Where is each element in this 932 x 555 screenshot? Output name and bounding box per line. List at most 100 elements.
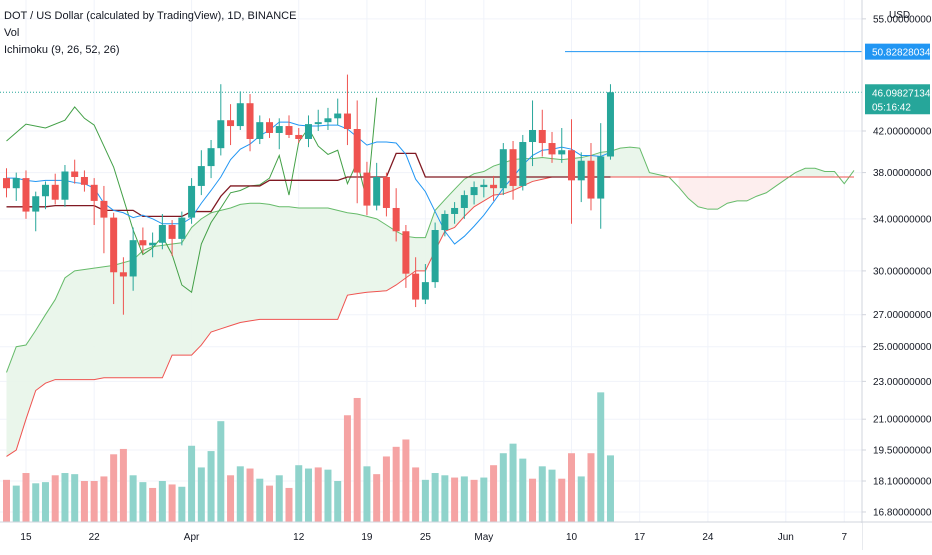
candle-body	[32, 196, 40, 212]
legend-ichimoku: Ichimoku (9, 26, 52, 26)	[4, 44, 120, 56]
volume-bar	[275, 475, 283, 522]
volume-bar	[304, 468, 312, 522]
volume-bar	[314, 467, 322, 522]
candle-body	[470, 187, 478, 196]
time-tick-label: 7	[841, 532, 847, 543]
volume-bar	[100, 476, 108, 522]
price-tick-label: 34.00000000	[873, 214, 932, 225]
volume-bar	[460, 476, 468, 522]
volume-bar	[334, 480, 342, 522]
candle-body	[110, 217, 118, 273]
volume-bar	[558, 478, 566, 522]
candle-body	[314, 122, 322, 125]
last-price-label: 46.09827134	[872, 88, 931, 99]
volume-bar	[246, 468, 254, 522]
candle-body	[71, 171, 79, 177]
candle-body	[412, 273, 420, 300]
candle-body	[295, 134, 303, 139]
volume-bar	[587, 453, 595, 522]
chart-title: DOT / US Dollar (calculated by TradingVi…	[4, 10, 297, 22]
candle-body	[392, 207, 400, 232]
volume-bar	[80, 480, 88, 522]
volume-bar	[51, 475, 59, 522]
candle-body	[324, 118, 332, 123]
candle-body	[207, 148, 215, 167]
volume-bar	[158, 480, 166, 522]
volume-bar	[431, 473, 439, 522]
candle-body	[80, 176, 88, 185]
volume-bar	[392, 446, 400, 522]
volume-bar	[538, 466, 546, 522]
time-tick-label: 12	[293, 532, 305, 543]
volume-bar	[32, 483, 40, 522]
price-line-label: 50.82828034	[872, 48, 931, 59]
price-tick-label: 38.00000000	[873, 168, 932, 179]
volume-bar	[266, 485, 274, 522]
volume-bar	[22, 473, 30, 522]
volume-bar	[295, 465, 303, 522]
price-tick-label: 18.10000000	[873, 476, 932, 487]
candle-body	[431, 229, 439, 283]
candle-body	[139, 240, 147, 246]
volume-bar	[490, 465, 498, 522]
candle-body	[285, 126, 293, 135]
volume-bar	[412, 467, 420, 522]
ichimoku-leading-span-b	[6, 176, 854, 457]
candle-body	[548, 143, 556, 155]
candle-body	[227, 120, 235, 127]
candle-body	[188, 185, 196, 218]
candle-body	[334, 113, 342, 119]
legend-volume: Vol	[4, 27, 20, 39]
volume-bar	[373, 474, 381, 522]
volume-bar	[41, 482, 49, 522]
volume-bar	[197, 467, 205, 522]
volume-bar	[188, 445, 196, 522]
time-tick-label: Jun	[778, 532, 794, 543]
candle-body	[373, 176, 381, 206]
time-tick-label: 15	[20, 532, 32, 543]
time-tick-label: 19	[361, 532, 373, 543]
volume-bar	[509, 443, 517, 522]
legend: DOT / US Dollar (calculated by TradingVi…	[4, 8, 296, 59]
volume-bar	[236, 466, 244, 522]
candle-body	[490, 184, 498, 189]
candle-body	[597, 156, 605, 199]
candle-body	[197, 166, 205, 186]
candle-body	[538, 129, 546, 144]
candle-body	[158, 225, 166, 243]
currency-label: USD	[889, 10, 910, 21]
time-tick-label: 10	[566, 532, 578, 543]
volume-bar	[227, 475, 235, 522]
candle-body	[41, 184, 49, 197]
volume-bar	[3, 479, 10, 522]
candle-body	[275, 126, 283, 133]
volume-bar	[451, 477, 459, 522]
candle-body	[577, 160, 585, 181]
candle-body	[129, 240, 137, 277]
price-tick-label: 55.00000000	[873, 14, 932, 25]
last-price-label-box	[865, 84, 930, 115]
ichimoku-leading-span-a	[6, 146, 855, 373]
candle-body	[519, 142, 527, 186]
candle-body	[3, 178, 10, 189]
candle-body	[51, 184, 59, 200]
candle-body	[363, 172, 371, 206]
volume-bar	[129, 475, 137, 522]
time-tick-label: May	[474, 532, 493, 543]
candle-body	[382, 176, 390, 208]
candle-body	[402, 231, 410, 274]
volume-bar	[577, 476, 585, 522]
volume-bar	[363, 466, 371, 522]
candle-body	[236, 103, 244, 127]
volume-bar	[61, 473, 69, 522]
volume-bar	[285, 487, 293, 522]
volume-bar	[149, 487, 157, 522]
candle-body	[353, 129, 361, 173]
volume-bar	[480, 477, 488, 522]
volume-bar	[71, 474, 79, 522]
candle-body	[529, 129, 537, 143]
volume-bar	[529, 478, 537, 522]
volume-bar	[256, 478, 264, 522]
